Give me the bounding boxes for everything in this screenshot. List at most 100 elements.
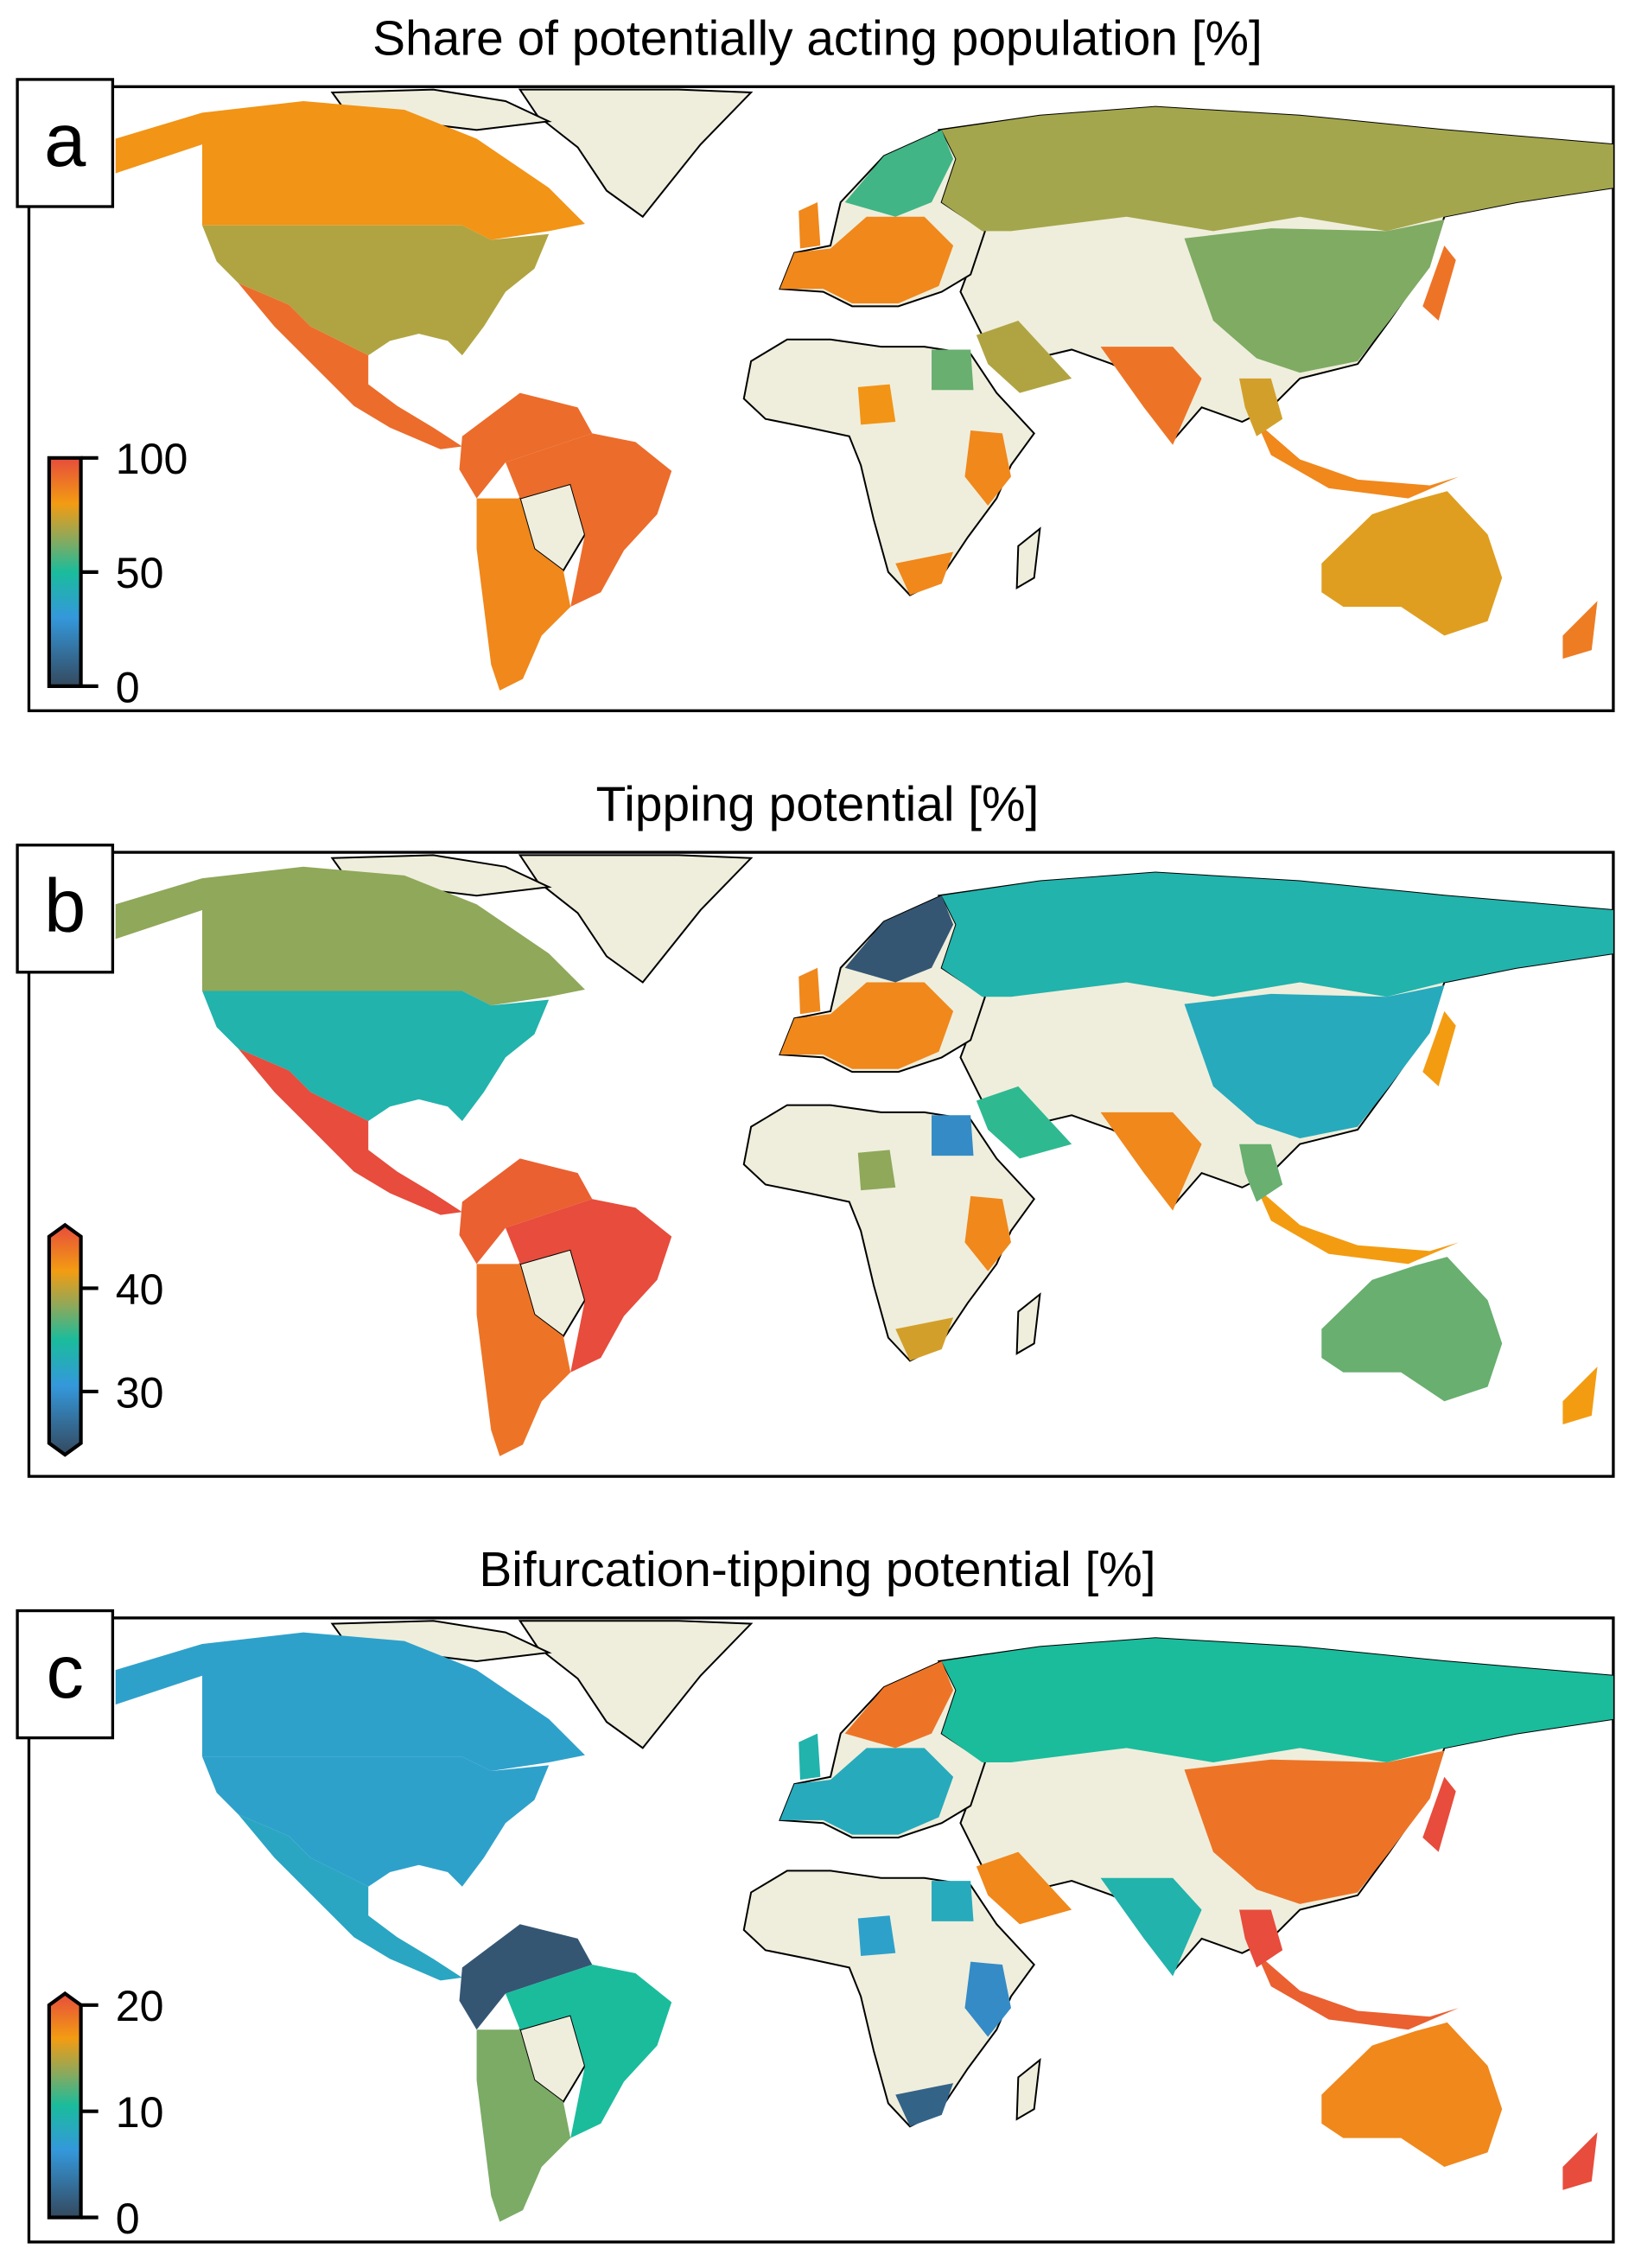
country-egypt (932, 1881, 974, 1921)
map (115, 88, 1613, 691)
country-europe (779, 216, 954, 303)
country-east-africa (964, 1195, 1011, 1271)
country-south-africa (895, 2083, 954, 2127)
panel-b: Tipping potential [%] b 40 30 (16, 777, 1615, 1478)
country-east-africa (964, 430, 1011, 506)
country-new-zealand (1562, 601, 1598, 659)
panel-c: Bifurcation-tipping potential [%] c 20 10 0 (16, 1543, 1615, 2244)
country-east-africa (964, 1961, 1011, 2037)
country-canada (115, 100, 585, 240)
colorbar-tick-label: 0 (116, 663, 140, 711)
country-uk (798, 967, 821, 1015)
country-india (1100, 347, 1202, 445)
panel-label-box (16, 844, 115, 974)
country-europe (779, 1748, 954, 1835)
country-south-africa (895, 551, 954, 596)
land-greenland (518, 854, 754, 984)
country-southeast-asia (1239, 1909, 1283, 1968)
country-argentina-chile (476, 2029, 571, 2222)
land-greenland (518, 88, 754, 219)
land-madagascar (1015, 2058, 1041, 2121)
country-usa (202, 1756, 550, 1887)
country-colombia-venezuela (459, 392, 593, 499)
country-india (1100, 1112, 1202, 1211)
country-scandinavia (844, 895, 954, 983)
country-indonesia (1256, 1187, 1460, 1265)
country-mexico (238, 283, 462, 449)
land-madagascar (1015, 526, 1041, 590)
map (115, 1620, 1613, 2222)
country-south-africa (895, 1317, 954, 1361)
country-usa (202, 991, 550, 1121)
colorbar-tick-label: 10 (116, 2088, 164, 2137)
colorbar-tick-label: 50 (116, 549, 164, 597)
country-mexico (238, 1048, 462, 1215)
country-nigeria (857, 1915, 896, 1956)
country-colombia-venezuela (459, 1924, 593, 2030)
colorbar (47, 1222, 83, 1457)
colorbar (47, 456, 83, 688)
country-mexico (238, 1814, 462, 1981)
country-egypt (932, 1115, 974, 1156)
land-bolivia (518, 1248, 586, 1338)
panel-title: Bifurcation-tipping potential [%] (479, 1543, 1155, 1597)
land-africa (742, 1870, 1035, 2128)
country-china (1184, 220, 1445, 373)
country-brazil (505, 1965, 672, 2138)
map (115, 854, 1613, 1456)
colorbar (47, 1991, 83, 2220)
country-saudi-arabia (976, 321, 1072, 393)
country-southeast-asia (1239, 378, 1283, 436)
country-brazil (505, 433, 672, 607)
colorbar-tick-label: 40 (116, 1265, 164, 1314)
country-argentina-chile (476, 498, 571, 691)
country-saudi-arabia (976, 1851, 1072, 1925)
panel-title: Share of potentially acting population [… (372, 12, 1263, 67)
colorbar-tick-label: 20 (116, 1982, 164, 2030)
country-australia (1321, 491, 1503, 636)
country-china (1184, 984, 1445, 1139)
panel-a: Share of potentially acting population [… (16, 12, 1615, 712)
country-indonesia (1256, 1953, 1460, 2030)
country-australia (1321, 2022, 1503, 2168)
country-nigeria (857, 384, 896, 425)
country-new-zealand (1562, 2131, 1598, 2190)
colorbar-tick-label: 0 (116, 2195, 140, 2243)
country-india (1100, 1877, 1202, 1977)
country-china (1184, 1750, 1445, 1904)
country-scandinavia (844, 130, 954, 217)
country-colombia-venezuela (459, 1158, 593, 1265)
country-southeast-asia (1239, 1144, 1283, 1202)
country-egypt (932, 349, 974, 391)
colorbar-tick-label: 100 (116, 435, 188, 483)
panel-label: a (44, 99, 86, 182)
country-brazil (505, 1199, 672, 1373)
country-japan (1422, 1010, 1456, 1086)
country-russia (941, 1638, 1613, 1763)
country-russia (941, 872, 1613, 997)
country-australia (1321, 1257, 1503, 1402)
country-scandinavia (844, 1661, 954, 1749)
panel-label: c (47, 1630, 84, 1714)
country-europe (779, 982, 954, 1069)
land-africa (742, 1104, 1035, 1362)
country-japan (1422, 1776, 1456, 1852)
land-africa (742, 338, 1035, 596)
country-indonesia (1256, 422, 1460, 499)
country-nigeria (857, 1150, 896, 1191)
country-uk (798, 201, 821, 249)
country-canada (115, 1632, 585, 1772)
country-canada (115, 866, 585, 1006)
panel-title: Tipping potential [%] (596, 777, 1040, 831)
panel-label-box (16, 1609, 115, 1740)
country-uk (798, 1733, 821, 1781)
panel-label: b (44, 864, 86, 948)
country-japan (1422, 245, 1456, 322)
land-madagascar (1015, 1292, 1041, 1355)
colorbar-tick-label: 30 (116, 1368, 164, 1417)
country-new-zealand (1562, 1367, 1598, 1424)
land-greenland (518, 1620, 754, 1749)
country-argentina-chile (476, 1264, 571, 1456)
country-saudi-arabia (976, 1086, 1072, 1159)
